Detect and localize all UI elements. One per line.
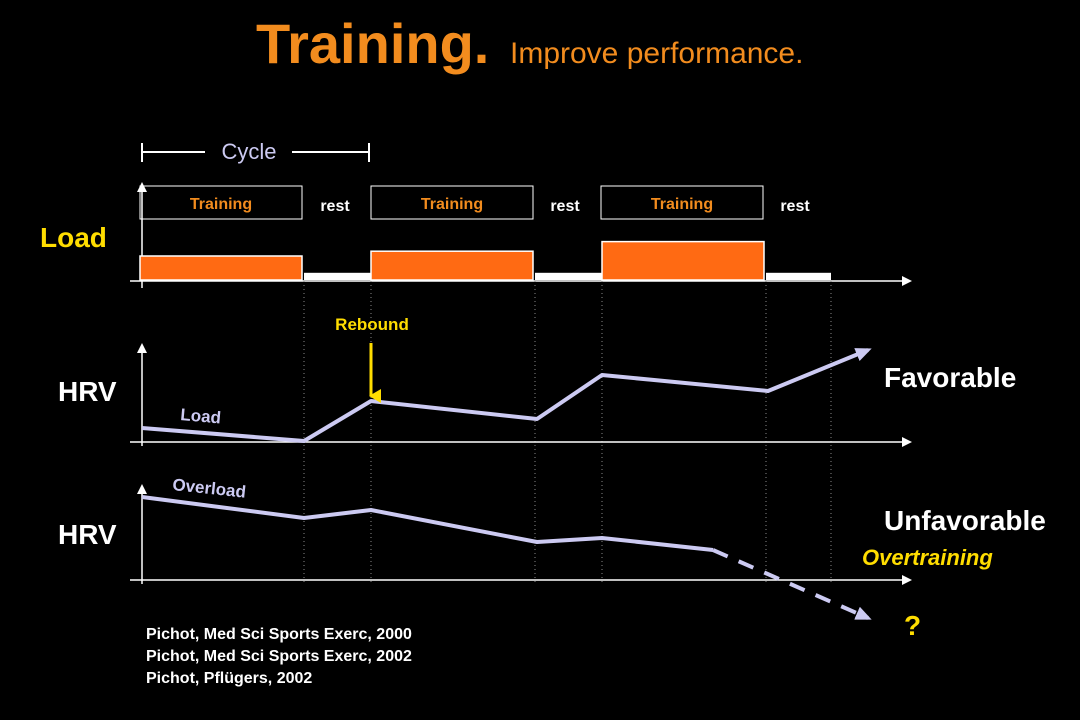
training-load-bar [601, 240, 765, 281]
phase-label-training-2: Training [421, 196, 483, 213]
rest-load-bar [304, 272, 371, 280]
phase-label-rest-3: rest [780, 198, 810, 215]
hrv-favorable-curve-label: Load [180, 405, 222, 427]
cycle-bracket: Cycle [141, 139, 370, 164]
rest-load-bar [535, 272, 602, 280]
hrv-unfavorable-curve [141, 495, 714, 552]
hrv-unfavorable-curve-label: Overload [172, 475, 247, 502]
reference-item: Pichot, Med Sci Sports Exerc, 2000 [146, 626, 412, 643]
hrv-unfavorable-axis-label: HRV [58, 519, 117, 550]
hrv-unfavorable-axes [130, 484, 912, 585]
phase-label-training-1: Training [190, 196, 252, 213]
hrv-favorable-axis-label: HRV [58, 376, 117, 407]
hrv-favorable-curve [141, 348, 872, 443]
hrv-favorable-axes [130, 343, 912, 447]
load-bars [139, 240, 831, 281]
unfavorable-outcome-label: Unfavorable [884, 505, 1046, 536]
reference-item: Pichot, Pflügers, 2002 [146, 670, 313, 687]
rebound-label: Rebound [335, 315, 409, 334]
training-load-bar [139, 255, 303, 281]
phase-label-rest-2: rest [550, 198, 580, 215]
slide-title: Training. [256, 12, 490, 75]
phase-labels: Training rest Training rest Training res… [139, 185, 810, 220]
reference-item: Pichot, Med Sci Sports Exerc, 2002 [146, 648, 412, 665]
load-axis-label: Load [40, 222, 107, 253]
cycle-label: Cycle [221, 139, 276, 164]
rest-load-bar [766, 272, 831, 280]
slide-subtitle: Improve performance. [510, 37, 804, 70]
phase-label-rest-1: rest [320, 198, 350, 215]
hrv-unfavorable-projection [712, 548, 872, 620]
overtraining-label: Overtraining [862, 545, 993, 570]
references: Pichot, Med Sci Sports Exerc, 2000 Picho… [146, 624, 412, 690]
phase-label-training-3: Training [651, 196, 713, 213]
training-load-bar [370, 250, 534, 281]
favorable-outcome-label: Favorable [884, 362, 1017, 393]
unknown-outcome-marker: ? [904, 610, 922, 641]
